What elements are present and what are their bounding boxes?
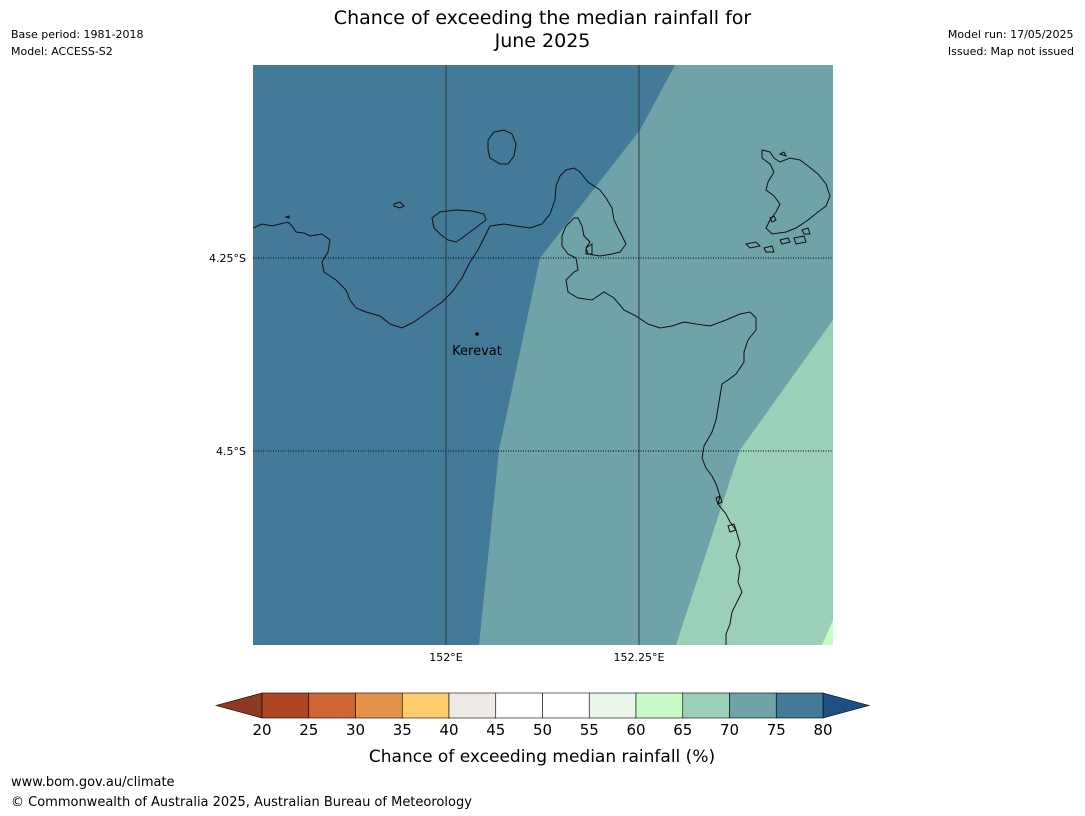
colorbar-high-arrow — [822, 692, 871, 719]
colorbar-bin — [401, 692, 450, 719]
base-period-text: Base period: 1981-2018 — [11, 28, 144, 41]
colorbar-bin — [261, 692, 310, 719]
map-title-line1: Chance of exceeding the median rainfall … — [333, 7, 752, 29]
colorbar-tick-label: 20 — [252, 721, 271, 739]
colorbar-tick-label: 50 — [533, 721, 552, 739]
issued-text: Issued: Map not issued — [947, 45, 1074, 58]
colorbar-tick-label: 70 — [720, 721, 739, 739]
colorbar-tick-label: 40 — [439, 721, 458, 739]
colorbar-tick-label: 55 — [580, 721, 599, 739]
model-run-text: Model run: 17/05/2025 — [947, 28, 1074, 41]
colorbar-label: Chance of exceeding median rainfall (%) — [369, 747, 715, 767]
colorbar-low-arrow — [214, 692, 263, 719]
colorbar-tick-label: 65 — [673, 721, 692, 739]
website-link[interactable]: www.bom.gov.au/climate — [11, 775, 175, 790]
colorbar-bin — [495, 692, 543, 719]
graticule — [253, 65, 833, 645]
lon-label-152-25: 152.25°E — [614, 651, 665, 664]
map-title-line2: June 2025 — [494, 30, 591, 52]
model-info: Base period: 1981-2018 Model: ACCESS-S2 — [11, 26, 143, 60]
lat-label-4-25: 4.25°S — [209, 252, 246, 265]
colorbar-bin — [775, 692, 824, 719]
colorbar-tick-label: 25 — [299, 721, 318, 739]
colorbar-bin — [682, 692, 730, 719]
colorbar-tick-label: 35 — [393, 721, 412, 739]
colorbar-bin — [448, 692, 497, 719]
lat-label-4-5: 4.5°S — [216, 445, 246, 458]
copyright-text: © Commonwealth of Australia 2025, Austra… — [11, 795, 472, 810]
model-text: Model: ACCESS-S2 — [11, 45, 113, 58]
colorbar-bin — [542, 692, 590, 719]
colorbar-bin — [308, 692, 356, 719]
colorbar-tick-label: 75 — [767, 721, 786, 739]
colorbar-tick-label: 80 — [813, 721, 832, 739]
map-panel[interactable]: Kerevat — [253, 65, 833, 645]
town-marker-kerevat — [475, 332, 479, 336]
map-title: Chance of exceeding the median rainfall … — [0, 7, 1085, 53]
colorbar-bin — [588, 692, 637, 719]
colorbar-tick-label: 60 — [626, 721, 645, 739]
coastline — [253, 129, 831, 645]
zone-65-70 — [676, 320, 833, 645]
colorbar-tick-label: 30 — [346, 721, 365, 739]
colorbar-bin — [729, 692, 777, 719]
colorbar-bin — [355, 692, 403, 719]
town-label-kerevat: Kerevat — [452, 344, 502, 359]
colorbar-bin — [635, 692, 684, 719]
run-info: Model run: 17/05/2025 Issued: Map not is… — [948, 26, 1074, 60]
lon-label-152: 152°E — [429, 651, 462, 664]
colorbar: 20 25 30 35 40 45 50 55 60 65 70 75 80 Chance of exc… — [214, 692, 871, 767]
zone-60-65 — [822, 620, 833, 645]
colorbar-tick-label: 45 — [486, 721, 505, 739]
